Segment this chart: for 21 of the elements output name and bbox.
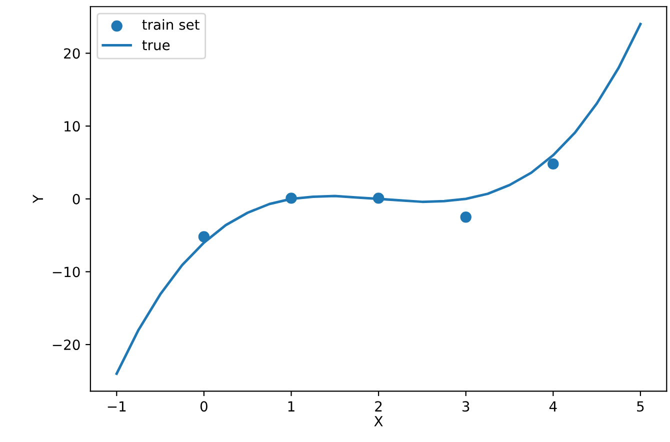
x-tick-label: 5: [637, 401, 644, 412]
x-tick-label: 4: [549, 401, 557, 412]
y-tick-label: 20: [64, 48, 80, 59]
x-tick-label: 2: [375, 401, 382, 412]
point: [548, 158, 559, 170]
y-axis-title: Y: [32, 194, 43, 204]
x-tick-label: 3: [462, 401, 470, 412]
point: [198, 231, 210, 242]
x-tick-label: −1: [108, 401, 126, 412]
x-axis-title: X: [374, 416, 383, 426]
point: [372, 192, 384, 204]
y-tick-label: −10: [52, 266, 80, 278]
point: [460, 212, 472, 223]
point: [286, 192, 297, 204]
y-tick-label: −20: [52, 340, 80, 350]
x-tick-label: 0: [200, 401, 208, 412]
x-tick-label: 1: [288, 401, 294, 412]
y-tick-label: 0: [72, 194, 80, 204]
legend-label: true: [142, 40, 170, 50]
y-tick-label: 10: [64, 121, 80, 132]
legend-label: train set: [142, 19, 200, 30]
